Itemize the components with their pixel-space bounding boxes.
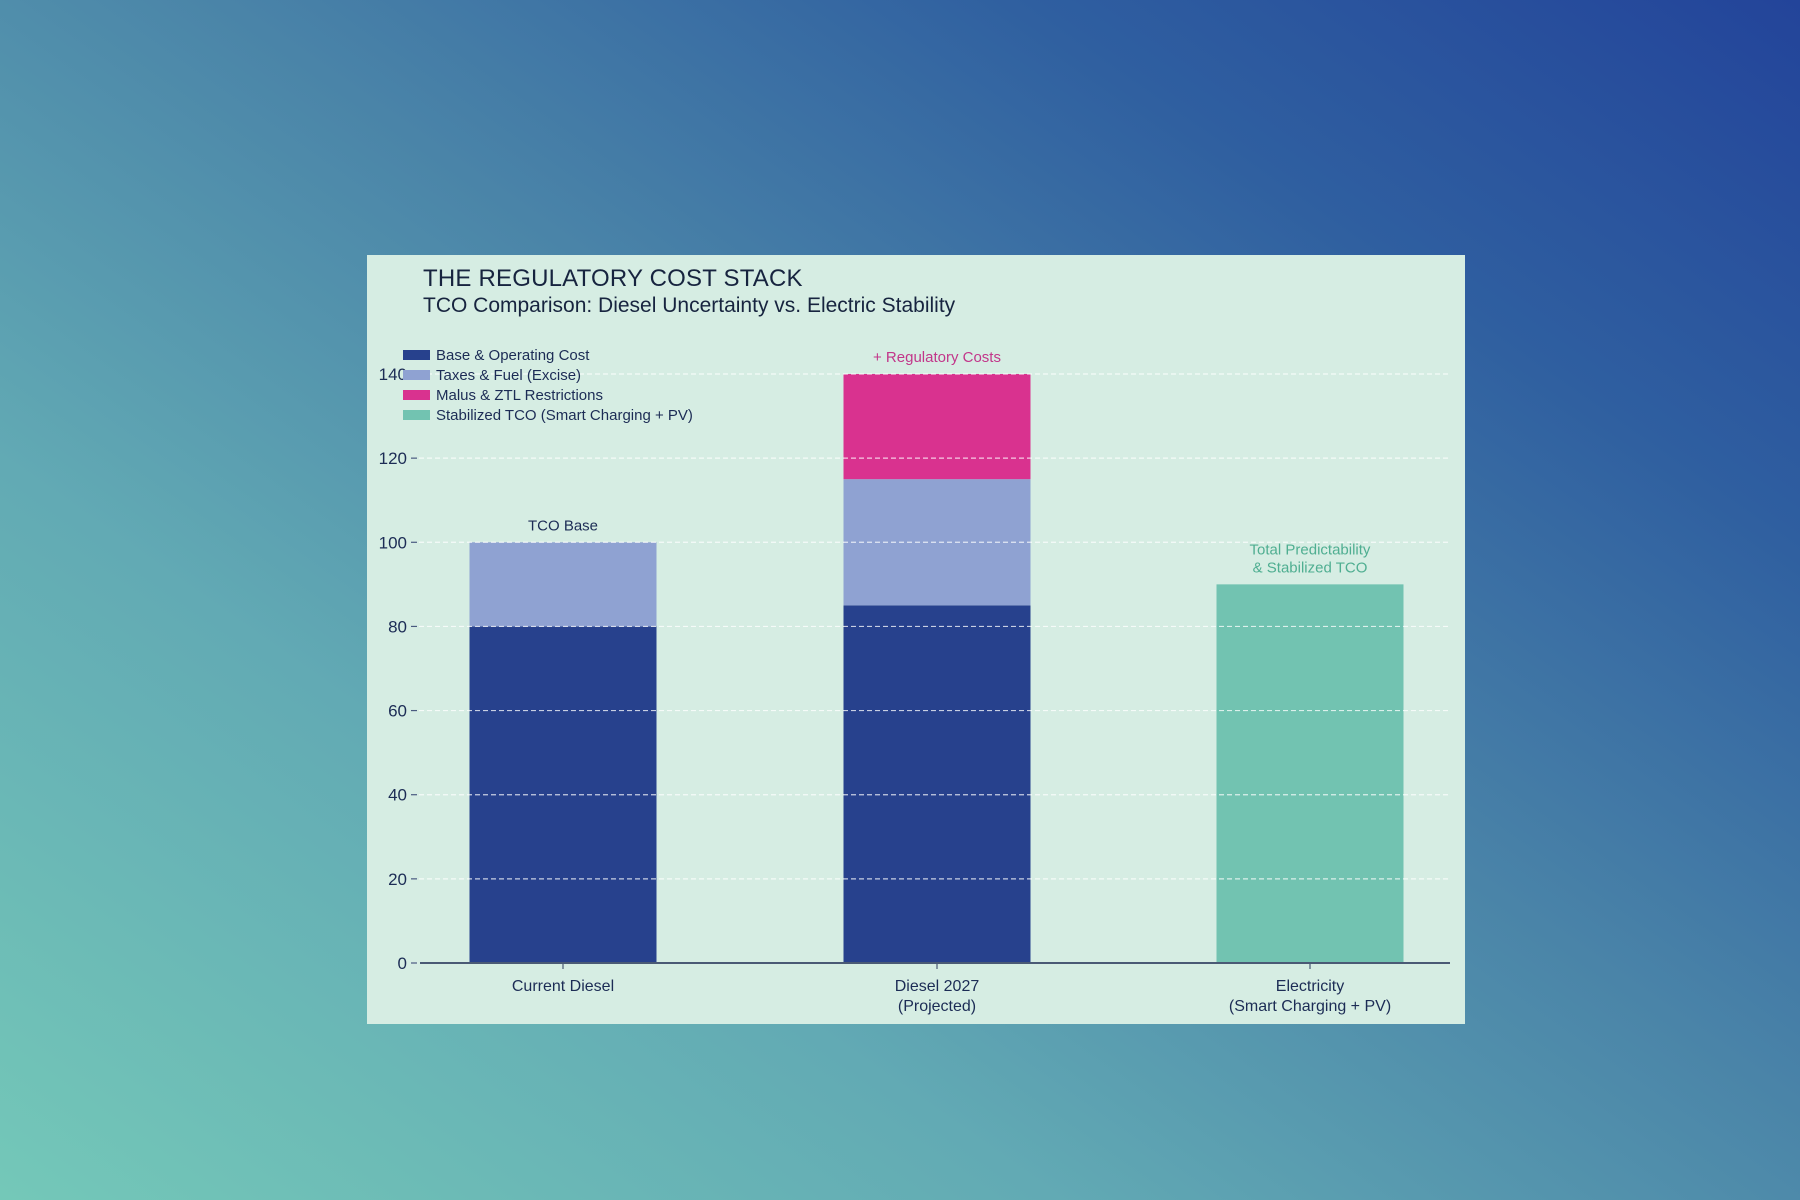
y-tick-label: 80 <box>388 617 407 636</box>
stacked-bar-chart: 0 20 40 60 80 100 120 140 Current Diesel Diesel 2… <box>379 347 1450 1015</box>
bar-annotation: & Stabilized TCO <box>1253 559 1368 576</box>
bar-segment <box>469 542 657 627</box>
legend-label: Base & Operating Cost <box>436 347 590 364</box>
x-category-label: Current Diesel <box>512 978 614 995</box>
bar-segment <box>1216 584 1404 963</box>
chart-title: THE REGULATORY COST STACK <box>423 265 803 292</box>
legend-swatch <box>403 350 430 360</box>
x-category-label: (Smart Charging + PV) <box>1229 998 1391 1015</box>
bar-annotation: TCO Base <box>528 517 598 534</box>
y-tick-label: 140 <box>379 365 407 384</box>
y-tick-label: 120 <box>379 449 407 468</box>
legend-label: Malus & ZTL Restrictions <box>436 387 603 404</box>
bar-segment <box>843 605 1031 963</box>
y-tick-label: 20 <box>388 870 407 889</box>
y-tick-label: 0 <box>398 954 407 973</box>
x-category-label: (Projected) <box>898 998 976 1015</box>
legend-swatch <box>403 410 430 420</box>
legend-swatch <box>403 390 430 400</box>
bar-annotation: Total Predictability <box>1250 541 1371 558</box>
bar-segment <box>843 374 1031 480</box>
y-tick-label: 40 <box>388 786 407 805</box>
legend-label: Taxes & Fuel (Excise) <box>436 367 581 384</box>
bar-annotation: + Regulatory Costs <box>873 349 1001 366</box>
legend-label: Stabilized TCO (Smart Charging + PV) <box>436 407 693 424</box>
x-category-label: Electricity <box>1276 978 1344 995</box>
chart-subtitle: TCO Comparison: Diesel Uncertainty vs. E… <box>423 294 956 317</box>
x-category-label: Diesel 2027 <box>895 978 980 995</box>
legend-swatch <box>403 370 430 380</box>
y-tick-label: 100 <box>379 533 407 552</box>
chart-panel: THE REGULATORY COST STACK TCO Comparison… <box>367 255 1465 1024</box>
y-tick-label: 60 <box>388 702 407 721</box>
